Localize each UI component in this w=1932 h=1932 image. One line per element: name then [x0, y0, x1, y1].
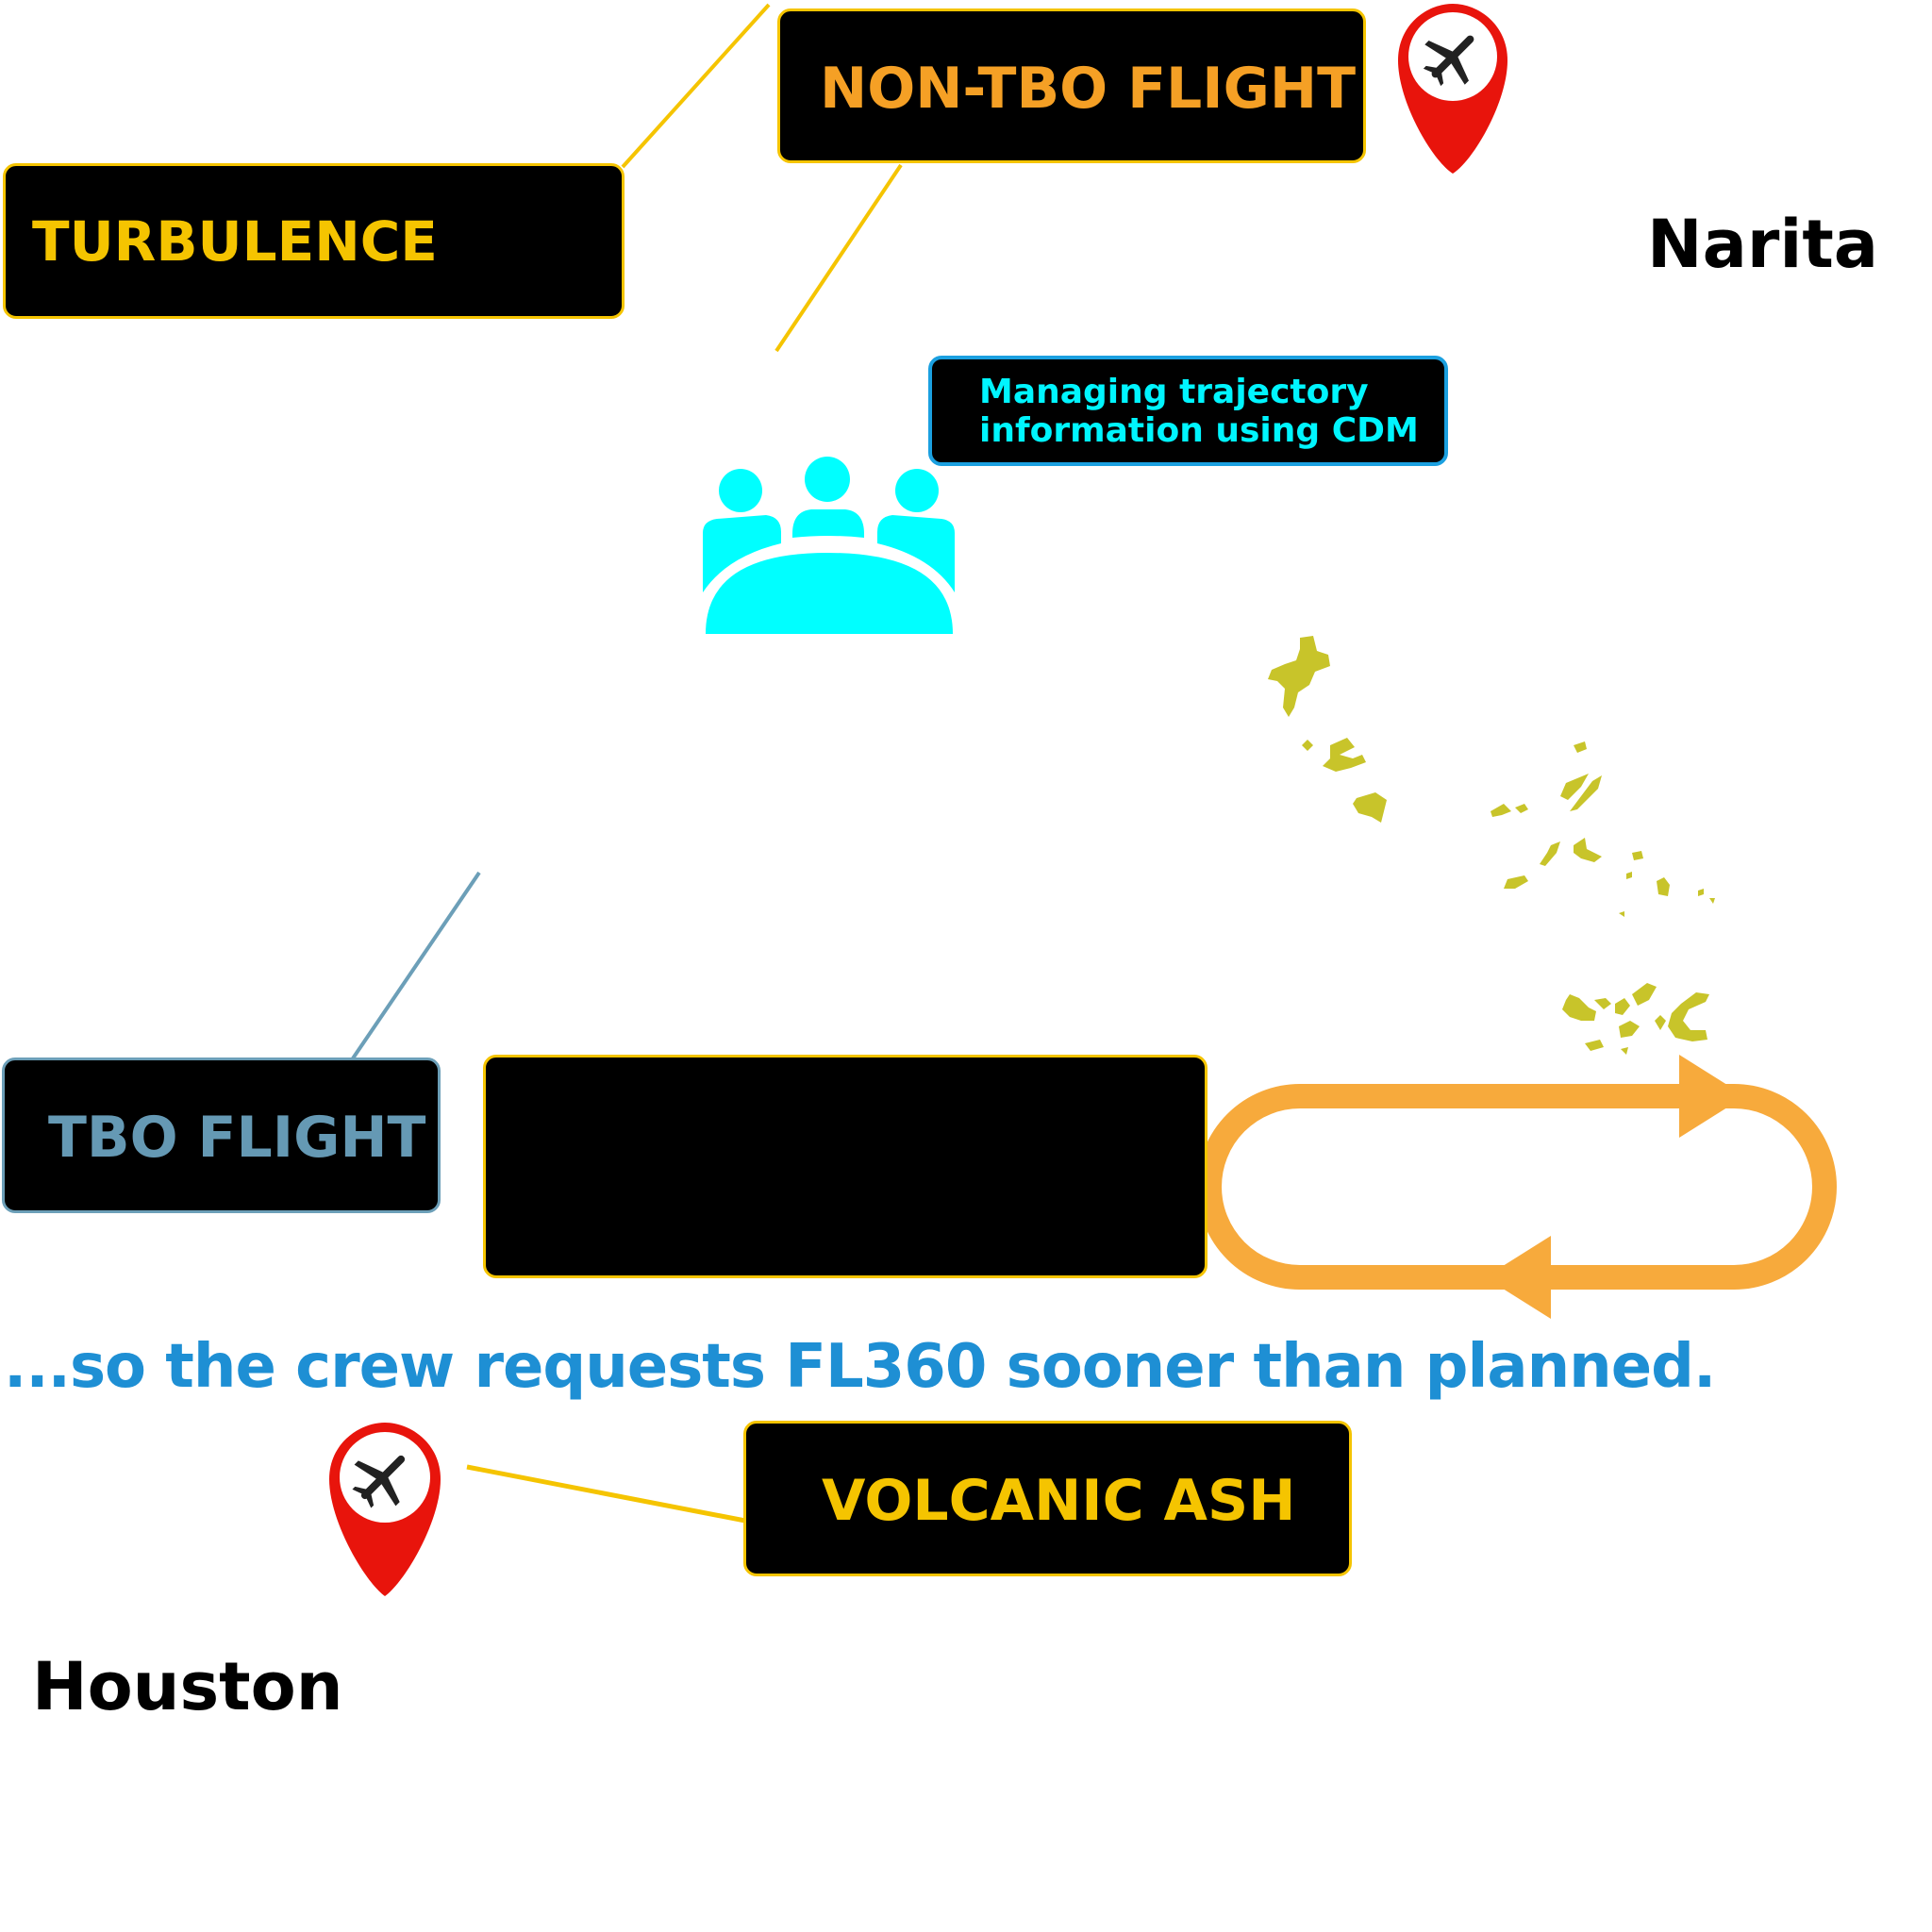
- holding-pattern-icon: [1197, 1055, 1837, 1319]
- meeting-people-icon: [703, 457, 955, 634]
- non-tbo-flight-tag: NON-TBO FLIGHT: [777, 8, 1366, 163]
- connector-volcanic-ash: [466, 1464, 746, 1524]
- non-tbo-flight-label: NON-TBO FLIGHT: [820, 56, 1357, 122]
- volcanic-ash-tag: VOLCANIC ASH: [743, 1421, 1352, 1576]
- tbo-flight-label: TBO FLIGHT: [48, 1105, 426, 1171]
- volcanic-ash-label: VOLCANIC ASH: [822, 1468, 1296, 1534]
- empty-black-panel: [483, 1055, 1208, 1278]
- connector-non-tbo: [774, 163, 903, 353]
- tbo-flight-tag: TBO FLIGHT: [2, 1058, 441, 1213]
- islands-icon: [1268, 636, 1715, 1055]
- turbulence-label: TURBULENCE: [32, 209, 438, 274]
- connector-turbulence: [621, 3, 771, 169]
- cdm-tag: Managing trajectory information using CD…: [928, 356, 1448, 466]
- origin-place-name: Narita: [1647, 206, 1879, 283]
- connector-tbo: [351, 871, 481, 1060]
- destination-place-name: Houston: [32, 1648, 343, 1725]
- turbulence-tag: TURBULENCE: [3, 163, 625, 319]
- caption-text: ...so the crew requests FL360 sooner tha…: [4, 1332, 1716, 1402]
- airport-pin-icon-houston: [329, 1423, 441, 1596]
- airport-pin-icon-narita: [1398, 4, 1507, 174]
- cdm-label: Managing trajectory information using CD…: [979, 373, 1419, 450]
